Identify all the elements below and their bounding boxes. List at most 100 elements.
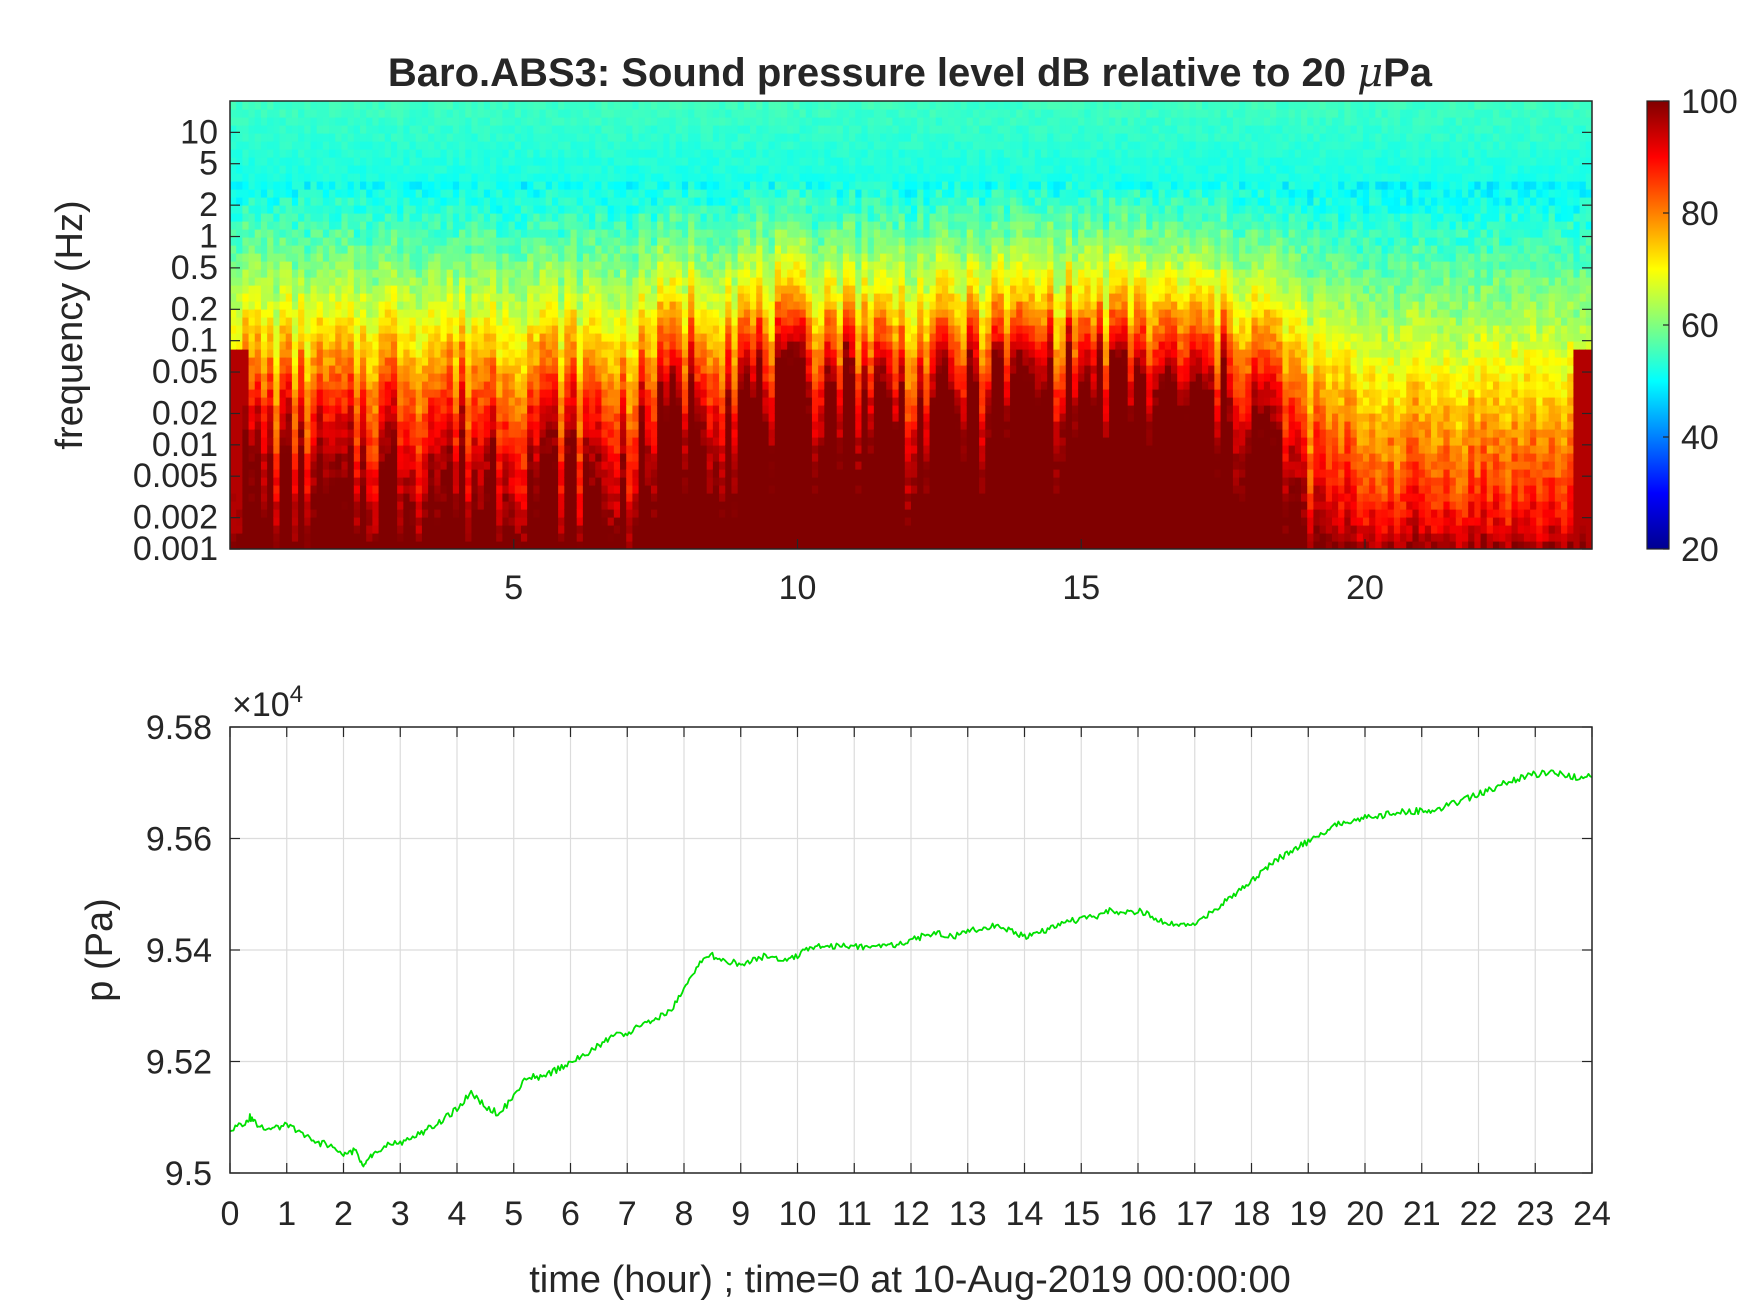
- heatmap-cell: [285, 533, 293, 542]
- heatmap-cell: [539, 469, 547, 478]
- heatmap-cell: [459, 213, 466, 222]
- heatmap-cell: [483, 173, 491, 182]
- heatmap-cell: [582, 453, 590, 462]
- heatmap-cell: [440, 541, 448, 549]
- heatmap-cell: [533, 493, 541, 502]
- heatmap-cell: [780, 525, 788, 534]
- heatmap-cell: [502, 437, 510, 446]
- heatmap-cell: [768, 301, 776, 310]
- heatmap-cell: [273, 317, 281, 326]
- heatmap-cell: [731, 485, 739, 494]
- heatmap-cell: [372, 357, 380, 366]
- heatmap-cell: [384, 133, 392, 142]
- heatmap-cell: [762, 301, 770, 310]
- heatmap-cell: [347, 413, 355, 422]
- heatmap-cell: [669, 485, 677, 494]
- heatmap-cell: [372, 517, 380, 526]
- heatmap-cell: [620, 461, 627, 470]
- heatmap-cell: [248, 461, 256, 470]
- heatmap-cell: [663, 413, 671, 422]
- heatmap-cell: [236, 229, 243, 238]
- heatmap-cell: [527, 365, 534, 374]
- heatmap-cell: [712, 125, 720, 134]
- heatmap-cell: [415, 301, 423, 310]
- heatmap-cell: [446, 293, 454, 302]
- heatmap-cell: [434, 485, 442, 494]
- heatmap-cell: [316, 133, 324, 142]
- heatmap-cell: [669, 181, 677, 190]
- heatmap-cell: [304, 109, 312, 118]
- heatmap-cell: [638, 317, 646, 326]
- heatmap-cell: [397, 261, 404, 270]
- heatmap-cell: [582, 325, 590, 334]
- heatmap-cell: [589, 349, 596, 358]
- heatmap-cell: [230, 109, 237, 118]
- heatmap-cell: [768, 173, 776, 182]
- heatmap-cell: [428, 197, 435, 206]
- heatmap-cell: [607, 405, 615, 414]
- heatmap-cell: [322, 205, 330, 214]
- heatmap-cell: [502, 261, 510, 270]
- heatmap-cell: [675, 477, 683, 486]
- heatmap-cell: [446, 189, 454, 198]
- heatmap-cell: [279, 525, 287, 534]
- heatmap-cell: [341, 533, 349, 542]
- heatmap-cell: [347, 173, 355, 182]
- heatmap-cell: [725, 357, 733, 366]
- heatmap-cell: [273, 285, 281, 294]
- heatmap-cell: [483, 389, 491, 398]
- heatmap-cell: [756, 469, 764, 478]
- heatmap-cell: [694, 141, 702, 150]
- heatmap-cell: [360, 357, 367, 366]
- heatmap-cell: [706, 269, 714, 278]
- heatmap-cell: [558, 101, 565, 110]
- heatmap-cell: [477, 221, 485, 230]
- heatmap-cell: [372, 365, 380, 374]
- heatmap-cell: [421, 541, 429, 549]
- heatmap-cell: [415, 205, 423, 214]
- heatmap-cell: [756, 213, 764, 222]
- heatmap-cell: [471, 253, 479, 262]
- heatmap-cell: [440, 341, 448, 350]
- heatmap-cell: [360, 405, 367, 414]
- heatmap-cell: [496, 245, 503, 254]
- heatmap-cell: [644, 541, 652, 549]
- heatmap-cell: [663, 173, 671, 182]
- heatmap-cell: [719, 317, 726, 326]
- heatmap-cell: [465, 381, 473, 390]
- heatmap-cell: [632, 381, 640, 390]
- heatmap-cell: [539, 109, 547, 118]
- heatmap-cell: [774, 301, 782, 310]
- heatmap-cell: [582, 149, 590, 158]
- heatmap-cell: [725, 301, 733, 310]
- heatmap-cell: [409, 413, 417, 422]
- heatmap-cell: [341, 445, 349, 454]
- heatmap-cell: [539, 477, 547, 486]
- heatmap-cell: [545, 157, 553, 166]
- heatmap-cell: [496, 469, 503, 478]
- heatmap-cell: [558, 501, 565, 510]
- heatmap-cell: [527, 101, 534, 110]
- heatmap-cell: [502, 405, 510, 414]
- heatmap-cell: [372, 333, 380, 342]
- heatmap-cell: [576, 165, 584, 174]
- heatmap-cell: [279, 237, 287, 246]
- heatmap-cell: [483, 293, 491, 302]
- heatmap-cell: [663, 389, 671, 398]
- heatmap-cell: [514, 429, 522, 438]
- heatmap-cell: [434, 317, 442, 326]
- heatmap-cell: [341, 109, 349, 118]
- heatmap-cell: [459, 149, 466, 158]
- heatmap-cell: [632, 413, 640, 422]
- heatmap-cell: [750, 525, 757, 534]
- heatmap-cell: [558, 181, 565, 190]
- heatmap-cell: [421, 309, 429, 318]
- heatmap-cell: [316, 485, 324, 494]
- heatmap-cell: [372, 421, 380, 430]
- heatmap-cell: [558, 245, 565, 254]
- heatmap-cell: [490, 109, 497, 118]
- heatmap-cell: [285, 405, 293, 414]
- heatmap-cell: [341, 341, 349, 350]
- heatmap-cell: [254, 533, 262, 542]
- heatmap-cell: [589, 213, 596, 222]
